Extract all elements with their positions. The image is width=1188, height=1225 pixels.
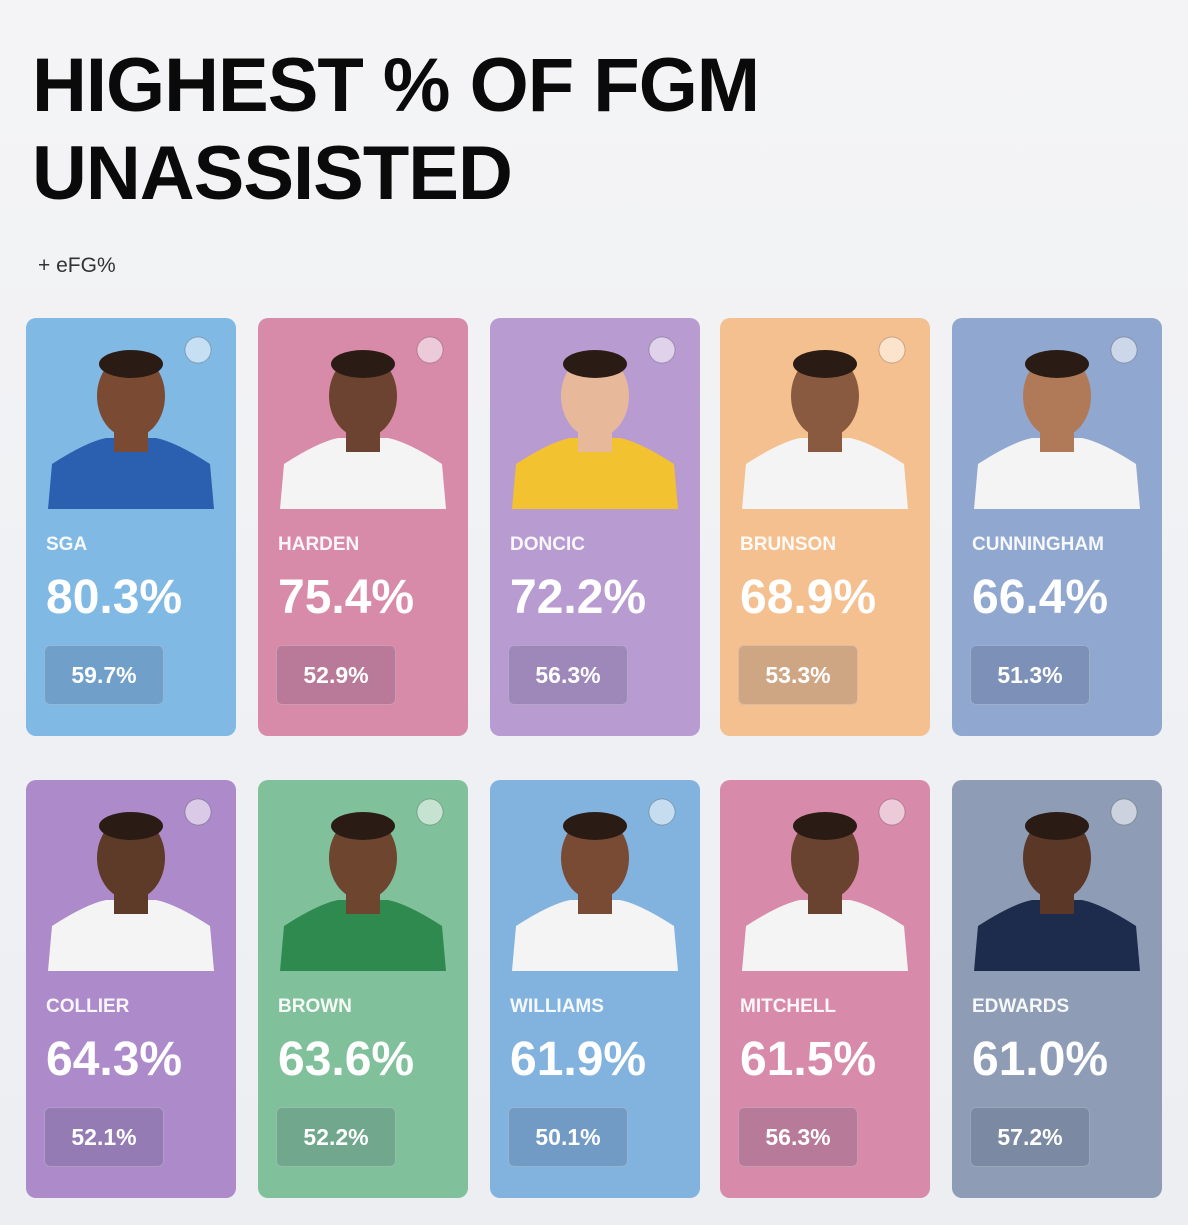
unassisted-pct: 63.6%: [278, 1033, 415, 1086]
jersey: [742, 900, 908, 971]
hair: [1025, 812, 1089, 840]
hair: [1025, 350, 1089, 378]
unassisted-pct: 64.3%: [46, 1033, 183, 1086]
hair: [331, 350, 395, 378]
hair: [563, 812, 627, 840]
player-photo: [742, 798, 908, 971]
unassisted-pct: 66.4%: [972, 571, 1109, 624]
team-logo: [416, 336, 444, 364]
unassisted-pct: 80.3%: [46, 571, 183, 624]
team-logo: [416, 798, 444, 826]
player-name: BRUNSON: [740, 534, 837, 555]
efg-pct: 56.3%: [738, 1107, 858, 1167]
player-photo: [512, 336, 678, 509]
player-photo: [512, 798, 678, 971]
hair: [99, 350, 163, 378]
subtitle: + eFG%: [38, 254, 116, 277]
player-card: BROWN 63.6% 52.2%: [258, 780, 468, 1198]
efg-pct: 52.1%: [44, 1107, 164, 1167]
player-photo: [974, 798, 1140, 971]
team-logo: [184, 798, 212, 826]
efg-pct: 52.2%: [276, 1107, 396, 1167]
hair: [793, 812, 857, 840]
player-photo: [974, 336, 1140, 509]
jersey: [48, 438, 214, 509]
player-card: CUNNINGHAM 66.4% 51.3%: [952, 318, 1162, 736]
unassisted-pct: 61.0%: [972, 1033, 1109, 1086]
efg-pct: 53.3%: [738, 645, 858, 705]
player-card: MITCHELL 61.5% 56.3%: [720, 780, 930, 1198]
jersey: [974, 900, 1140, 971]
efg-pct: 52.9%: [276, 645, 396, 705]
jersey: [512, 900, 678, 971]
player-name: COLLIER: [46, 996, 130, 1017]
hair: [331, 812, 395, 840]
title: HIGHEST % OF FGM UNASSISTED: [32, 43, 760, 216]
player-photo: [742, 336, 908, 509]
player-name: WILLIAMS: [510, 996, 604, 1017]
player-photo: [280, 336, 446, 509]
hair: [563, 350, 627, 378]
hair: [793, 350, 857, 378]
jersey: [974, 438, 1140, 509]
jersey: [48, 900, 214, 971]
team-logo: [878, 798, 906, 826]
player-card: DONCIC 72.2% 56.3%: [490, 318, 700, 736]
player-name: EDWARDS: [972, 996, 1070, 1017]
efg-pct: 57.2%: [970, 1107, 1090, 1167]
efg-pct: 51.3%: [970, 645, 1090, 705]
player-card: COLLIER 64.3% 52.1%: [26, 780, 236, 1198]
team-logo: [1110, 336, 1138, 364]
player-card: SGA 80.3% 59.7%: [26, 318, 236, 736]
player-card: WILLIAMS 61.9% 50.1%: [490, 780, 700, 1198]
player-photo: [280, 798, 446, 971]
efg-pct: 56.3%: [508, 645, 628, 705]
unassisted-pct: 68.9%: [740, 571, 877, 624]
player-name: HARDEN: [278, 534, 360, 555]
player-name: DONCIC: [510, 534, 585, 555]
team-logo: [184, 336, 212, 364]
player-card: EDWARDS 61.0% 57.2%: [952, 780, 1162, 1198]
unassisted-pct: 61.9%: [510, 1033, 647, 1086]
team-logo: [648, 798, 676, 826]
jersey: [280, 438, 446, 509]
player-photo: [48, 336, 214, 509]
efg-pct: 50.1%: [508, 1107, 628, 1167]
jersey: [512, 438, 678, 509]
hair: [99, 812, 163, 840]
unassisted-pct: 75.4%: [278, 571, 415, 624]
jersey: [280, 900, 446, 971]
unassisted-pct: 72.2%: [510, 571, 647, 624]
player-card: HARDEN 75.4% 52.9%: [258, 318, 468, 736]
team-logo: [648, 336, 676, 364]
player-name: MITCHELL: [740, 996, 837, 1017]
team-logo: [1110, 798, 1138, 826]
player-name: SGA: [46, 534, 88, 555]
player-name: BROWN: [278, 996, 352, 1017]
efg-pct: 59.7%: [44, 645, 164, 705]
unassisted-pct: 61.5%: [740, 1033, 877, 1086]
player-name: CUNNINGHAM: [972, 534, 1104, 555]
player-photo: [48, 798, 214, 971]
jersey: [742, 438, 908, 509]
team-logo: [878, 336, 906, 364]
player-card: BRUNSON 68.9% 53.3%: [720, 318, 930, 736]
